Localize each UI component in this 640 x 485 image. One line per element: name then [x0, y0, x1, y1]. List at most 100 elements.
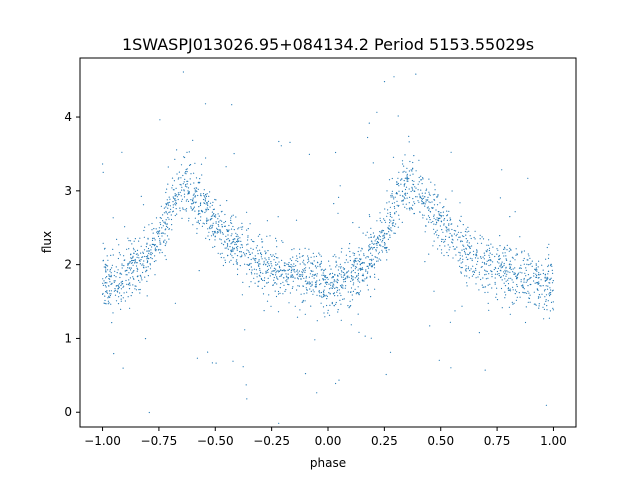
data-point [381, 251, 384, 253]
data-point [464, 252, 466, 254]
data-point [321, 274, 323, 276]
data-point [417, 189, 419, 191]
data-point [398, 218, 400, 220]
data-point [303, 277, 305, 279]
data-point [231, 215, 233, 217]
data-point [194, 162, 196, 164]
data-point [189, 164, 191, 166]
data-point [207, 228, 209, 230]
data-point [351, 294, 353, 296]
data-point [331, 301, 333, 304]
data-point [242, 366, 244, 368]
data-point [386, 190, 388, 192]
data-point [135, 289, 137, 291]
data-point [206, 217, 208, 219]
data-point [105, 269, 107, 271]
data-point [146, 258, 148, 260]
data-point [186, 186, 188, 188]
data-point [308, 153, 310, 155]
data-point [251, 269, 253, 271]
data-point [536, 275, 538, 277]
data-point [488, 249, 490, 252]
data-point [131, 292, 133, 294]
data-point [126, 283, 128, 285]
data-point [158, 233, 160, 235]
data-point [447, 255, 449, 257]
data-point [491, 271, 493, 273]
data-point [546, 305, 548, 307]
data-point [516, 284, 518, 286]
data-point [205, 237, 207, 239]
data-point [184, 185, 187, 187]
data-point [132, 284, 134, 286]
data-point [508, 250, 510, 252]
data-point [102, 259, 104, 261]
data-point [204, 197, 207, 199]
data-point [165, 210, 167, 213]
data-point [420, 189, 422, 191]
data-point [107, 303, 109, 305]
data-point [361, 247, 363, 249]
data-point [539, 285, 541, 287]
data-point [227, 254, 229, 256]
data-point [336, 282, 338, 284]
data-point [283, 269, 285, 271]
data-point [509, 247, 511, 249]
data-point [462, 258, 464, 260]
data-point [469, 235, 471, 237]
data-point [326, 276, 328, 279]
y-tick-label: 2 [64, 258, 72, 272]
data-point [147, 257, 149, 259]
data-point [467, 244, 469, 246]
data-point [200, 209, 202, 212]
data-point [230, 219, 232, 221]
data-point [246, 263, 248, 266]
data-point [251, 273, 253, 275]
data-point [525, 281, 527, 283]
data-point [424, 205, 426, 207]
data-point [264, 250, 266, 252]
data-point [206, 207, 208, 209]
data-point [514, 211, 516, 213]
data-point [161, 235, 163, 237]
data-point [490, 243, 492, 245]
data-point [325, 294, 327, 296]
data-point [177, 198, 179, 201]
data-point [453, 233, 455, 235]
data-point [387, 226, 389, 229]
data-point [147, 237, 149, 239]
data-point [146, 250, 148, 252]
data-point [163, 207, 165, 209]
data-point [512, 268, 514, 270]
data-point [438, 235, 440, 237]
data-point [460, 271, 462, 273]
data-point [381, 249, 383, 251]
data-point [201, 225, 203, 227]
data-point [105, 267, 107, 269]
data-point [253, 268, 255, 270]
data-point [319, 292, 321, 294]
data-point [514, 293, 516, 295]
data-point [483, 262, 485, 264]
data-point [139, 263, 141, 265]
data-point [392, 196, 394, 198]
data-point [475, 254, 477, 256]
data-point [209, 225, 211, 227]
data-point [511, 301, 513, 303]
data-point [219, 232, 221, 234]
data-point [418, 176, 420, 179]
data-point [319, 263, 321, 265]
data-point [397, 177, 399, 179]
data-point [526, 279, 529, 281]
data-point [369, 263, 371, 265]
data-point [308, 248, 310, 250]
data-point [415, 196, 417, 198]
data-point [137, 275, 139, 277]
data-point [527, 301, 529, 303]
data-point [498, 254, 500, 257]
data-point [545, 300, 547, 302]
data-point [453, 248, 455, 250]
data-point [520, 264, 522, 266]
data-point [142, 252, 144, 254]
data-point [446, 215, 448, 217]
